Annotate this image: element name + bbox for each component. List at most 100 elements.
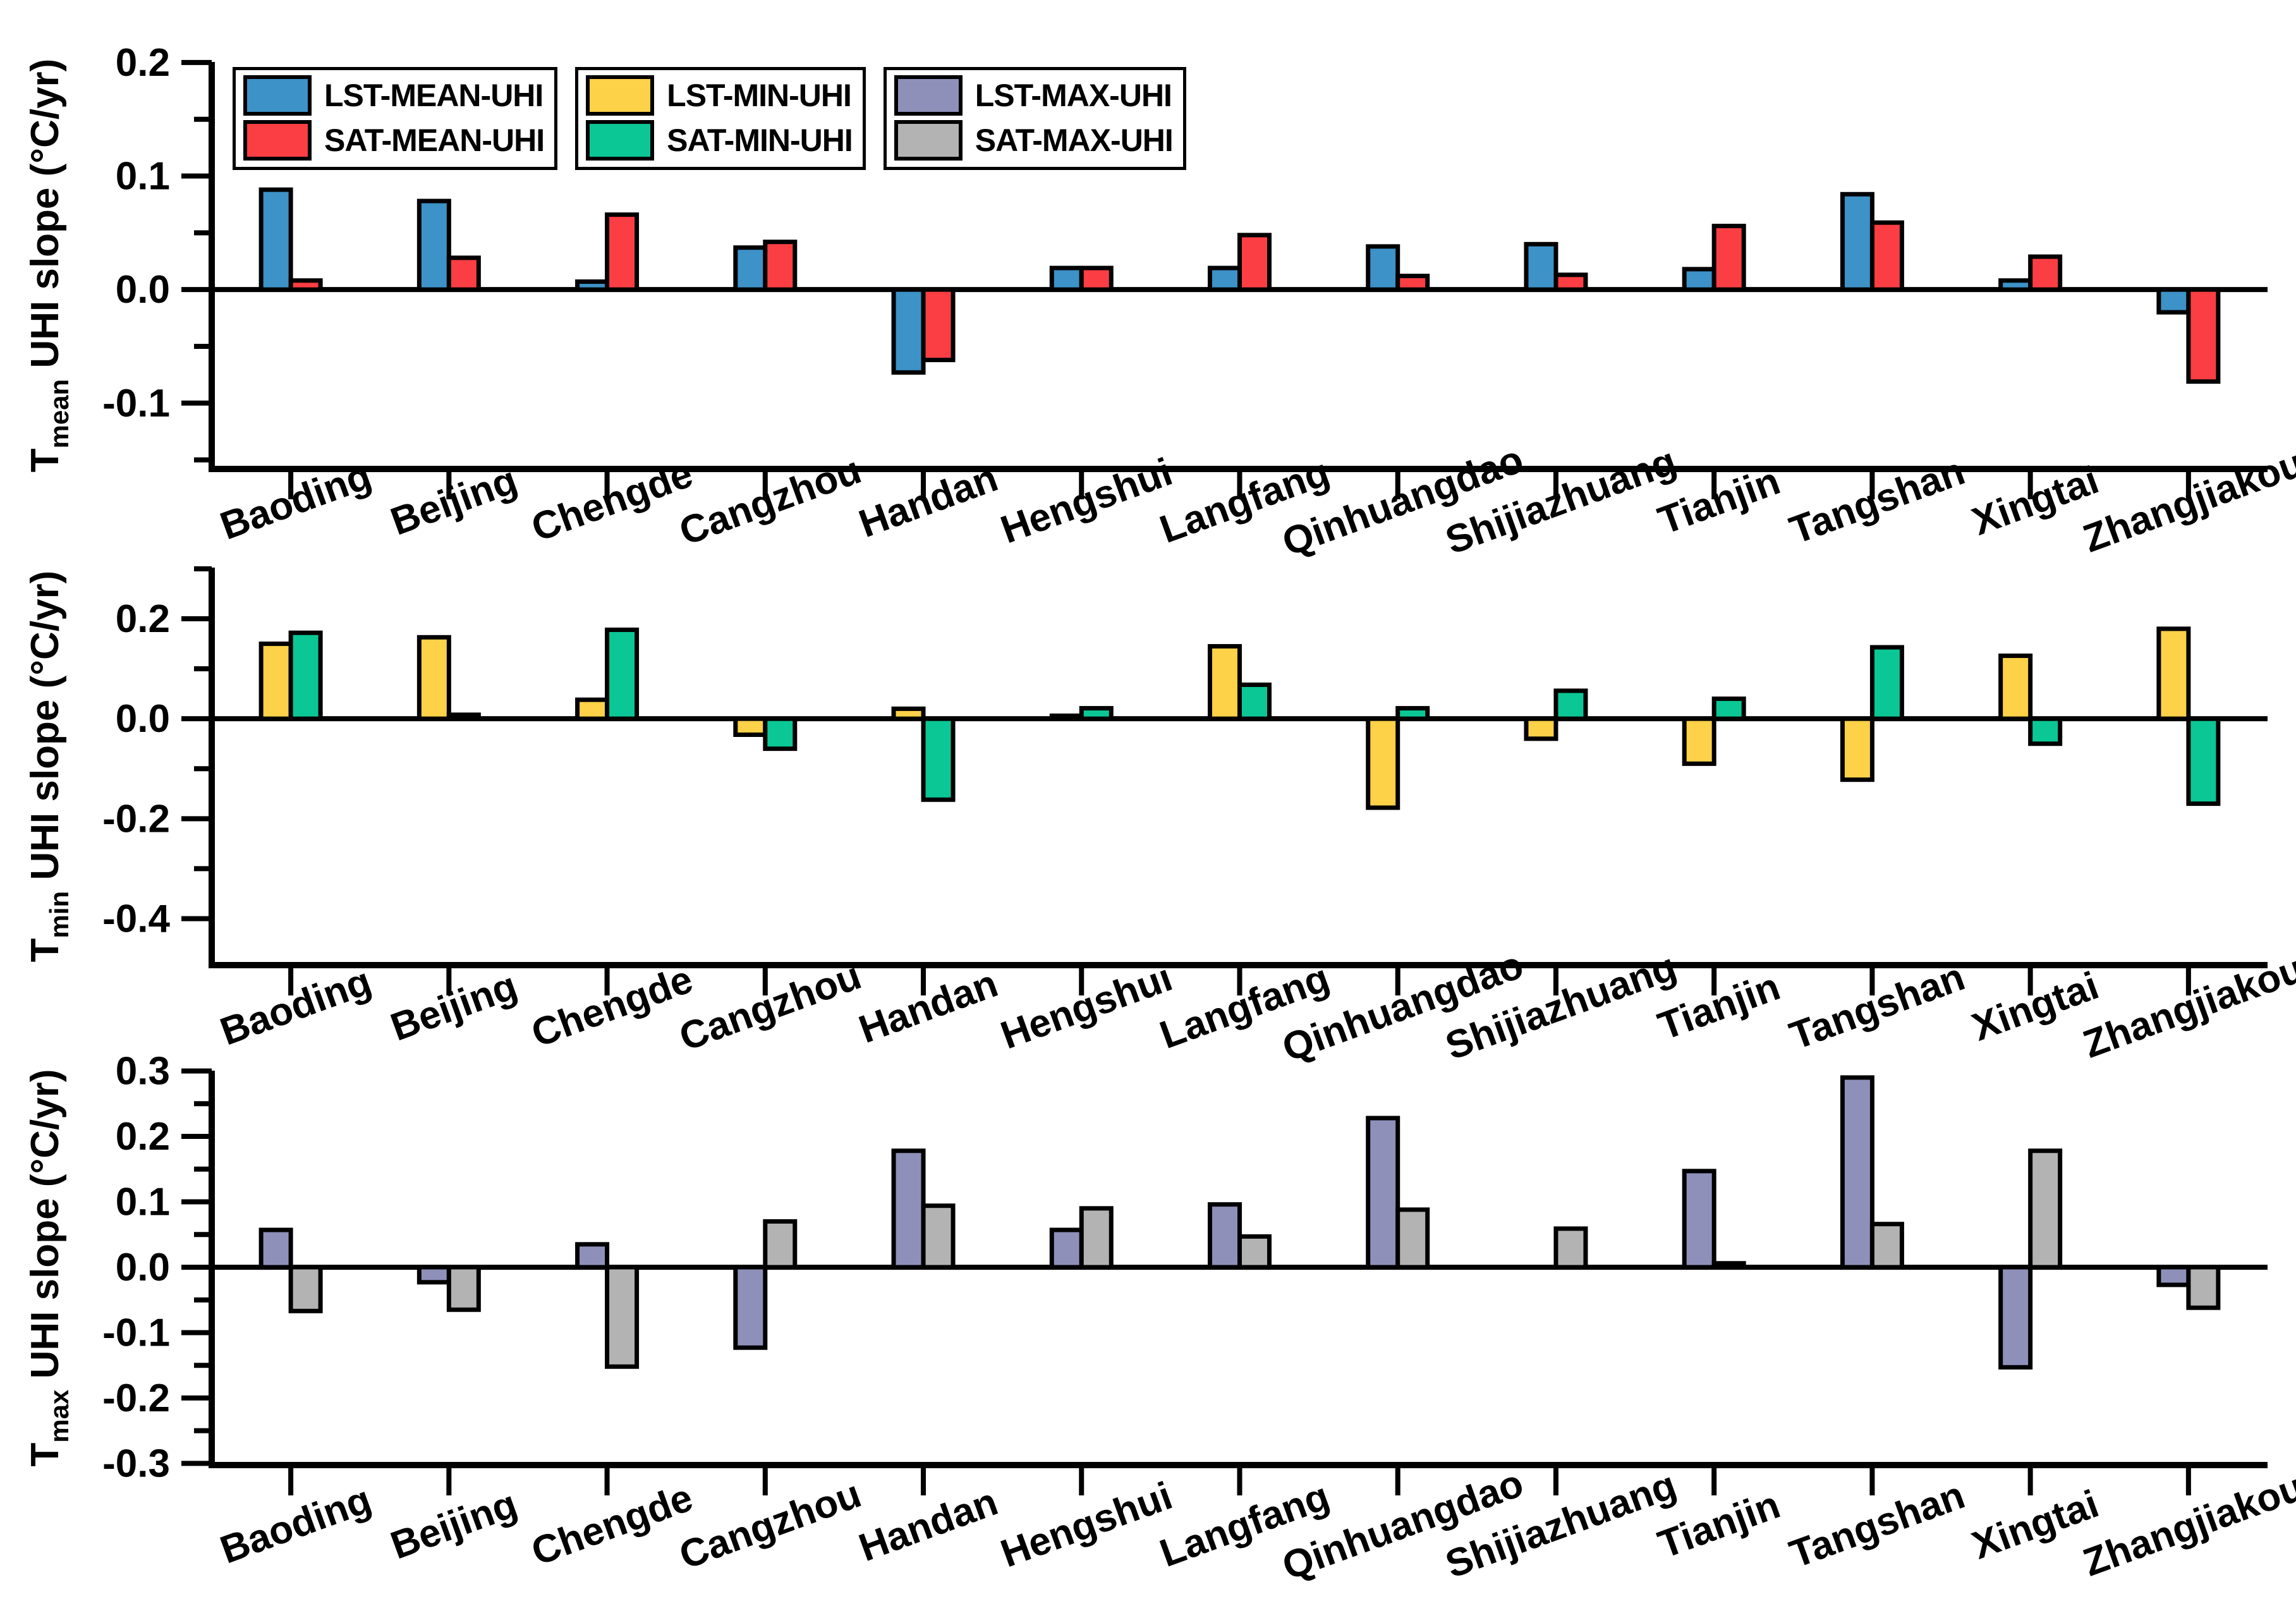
bar-tangshan-lst-max-uhi bbox=[1840, 1075, 1874, 1270]
axis-title-tmean: Tmean UHI slope (°C/yr) bbox=[23, 59, 74, 473]
bar-baoding-sat-min-uhi bbox=[288, 630, 323, 721]
bar-zhangjiakou-lst-max-uhi bbox=[2156, 1265, 2191, 1287]
city-label-cangzhou: Cangzhou bbox=[674, 954, 866, 1059]
bar-zhangjiakou-lst-mean-uhi bbox=[2156, 287, 2191, 315]
city-label-handan: Handan bbox=[853, 1480, 1003, 1570]
y-tick-label: -0.4 bbox=[102, 897, 170, 940]
axis-spine bbox=[209, 62, 2268, 472]
bar-tianjin-lst-mean-uhi bbox=[1682, 267, 1716, 292]
bar-cangzhou-sat-min-uhi bbox=[763, 716, 798, 751]
panel-tmax: 0.3 0.2 0.1 0.0 -0.1 -0.2 -0.3 Baoding Beijing Ch… bbox=[23, 1050, 2296, 1589]
y-tick-label: -0.2 bbox=[102, 797, 170, 841]
bar-tianjin-lst-min-uhi bbox=[1682, 716, 1716, 766]
legend-swatch-icon bbox=[586, 120, 655, 161]
bar-cangzhou-sat-max-uhi bbox=[763, 1219, 798, 1270]
bar-tangshan-sat-mean-uhi bbox=[1869, 220, 1904, 292]
bar-langfang-sat-max-uhi bbox=[1237, 1234, 1272, 1270]
bar-zhangjiakou-sat-mean-uhi bbox=[2186, 287, 2221, 384]
bar-langfang-sat-min-uhi bbox=[1237, 682, 1272, 721]
y-tick-label: 0.2 bbox=[116, 1115, 170, 1159]
bar-cangzhou-lst-max-uhi bbox=[733, 1265, 768, 1350]
legend-label: SAT-MAX-UHI bbox=[975, 123, 1174, 158]
legend-entry-lst-min-uhi: LST-MIN-UHI bbox=[586, 75, 853, 116]
city-label-hengshui: Hengshui bbox=[995, 450, 1178, 552]
bar-tianjin-sat-min-uhi bbox=[1711, 697, 1746, 721]
axis-title-tmax: Tmax UHI slope (°C/yr) bbox=[23, 1069, 74, 1466]
bar-beijing-lst-mean-uhi bbox=[416, 198, 451, 292]
y-tick-label: 0.3 bbox=[116, 1050, 170, 1093]
y-tick-label: -0.1 bbox=[102, 382, 170, 425]
bar-handan-lst-mean-uhi bbox=[891, 287, 926, 375]
city-label-chengde: Chengde bbox=[526, 1476, 698, 1574]
bar-baoding-lst-min-uhi bbox=[258, 642, 293, 721]
city-label-zhangjiakou: Zhangjiakou bbox=[2078, 441, 2296, 561]
bar-shijiazhuang-lst-min-uhi bbox=[1524, 716, 1558, 741]
bar-xingtai-lst-mean-uhi bbox=[1998, 278, 2033, 292]
bar-tianjin-sat-mean-uhi bbox=[1711, 224, 1746, 292]
bar-tianjin-lst-max-uhi bbox=[1682, 1169, 1716, 1270]
bar-hengshui-sat-min-uhi bbox=[1079, 706, 1114, 721]
city-label-tangshan: Tangshan bbox=[1784, 955, 1970, 1058]
axis-spine bbox=[209, 568, 2268, 968]
axis-title-tmin: Tmin UHI slope (°C/yr) bbox=[23, 571, 74, 963]
bar-langfang-lst-max-uhi bbox=[1208, 1202, 1242, 1270]
city-label-baoding: Baoding bbox=[215, 959, 377, 1054]
bar-chengde-sat-mean-uhi bbox=[605, 212, 640, 292]
bar-hengshui-lst-min-uhi bbox=[1049, 713, 1084, 721]
bar-cangzhou-lst-min-uhi bbox=[733, 716, 768, 737]
bar-qinhuangdao-sat-mean-uhi bbox=[1395, 274, 1430, 292]
city-label-handan: Handan bbox=[853, 961, 1003, 1052]
bar-shijiazhuang-lst-mean-uhi bbox=[1524, 241, 1558, 292]
bar-hengshui-lst-max-uhi bbox=[1049, 1227, 1084, 1270]
bar-baoding-lst-max-uhi bbox=[258, 1227, 293, 1270]
bar-qinhuangdao-lst-mean-uhi bbox=[1366, 244, 1400, 292]
bar-handan-lst-min-uhi bbox=[891, 706, 926, 721]
bar-xingtai-sat-mean-uhi bbox=[2028, 254, 2063, 292]
bar-beijing-sat-mean-uhi bbox=[446, 255, 481, 292]
legend-box-tmax: LST-MAX-UHI SAT-MAX-UHI bbox=[883, 67, 1186, 170]
legend-label: SAT-MIN-UHI bbox=[667, 123, 853, 158]
legend-label: LST-MEAN-UHI bbox=[324, 78, 544, 113]
bar-zhangjiakou-lst-min-uhi bbox=[2156, 626, 2191, 721]
y-tick-label: 0.0 bbox=[116, 697, 170, 741]
city-label-baoding: Baoding bbox=[215, 1478, 377, 1573]
legend-label: SAT-MEAN-UHI bbox=[324, 123, 545, 158]
bar-chengde-sat-min-uhi bbox=[605, 627, 640, 721]
city-label-cangzhou: Cangzhou bbox=[674, 1472, 866, 1578]
bar-qinhuangdao-sat-min-uhi bbox=[1395, 706, 1430, 721]
legend-box-tmin: LST-MIN-UHI SAT-MIN-UHI bbox=[575, 67, 866, 170]
y-tick-label: -0.2 bbox=[102, 1377, 170, 1420]
bar-handan-sat-max-uhi bbox=[921, 1203, 956, 1270]
legend-entry-sat-min-uhi: SAT-MIN-UHI bbox=[586, 120, 853, 161]
bar-tangshan-lst-mean-uhi bbox=[1840, 192, 1874, 292]
bar-langfang-sat-mean-uhi bbox=[1237, 233, 1272, 292]
bar-handan-sat-mean-uhi bbox=[921, 287, 956, 363]
bar-handan-lst-max-uhi bbox=[891, 1148, 926, 1270]
bar-chengde-sat-max-uhi bbox=[605, 1265, 640, 1369]
city-label-tangshan: Tangshan bbox=[1784, 1473, 1970, 1576]
legend: LST-MEAN-UHI SAT-MEAN-UHI LST-MIN-UHI SAT-M… bbox=[233, 67, 1186, 170]
bar-handan-sat-min-uhi bbox=[921, 716, 956, 802]
bar-langfang-lst-mean-uhi bbox=[1208, 265, 1242, 292]
bar-qinhuangdao-lst-min-uhi bbox=[1366, 716, 1400, 810]
bar-cangzhou-sat-mean-uhi bbox=[763, 240, 798, 292]
y-tick-label: 0.2 bbox=[116, 41, 170, 85]
bar-qinhuangdao-sat-max-uhi bbox=[1395, 1207, 1430, 1270]
y-tick-label: 0.1 bbox=[116, 155, 170, 198]
city-label-cangzhou: Cangzhou bbox=[674, 448, 866, 554]
legend-entry-sat-max-uhi: SAT-MAX-UHI bbox=[894, 120, 1174, 161]
y-tick-label: -0.1 bbox=[102, 1311, 170, 1354]
legend-swatch-icon bbox=[894, 75, 963, 116]
legend-entry-sat-mean-uhi: SAT-MEAN-UHI bbox=[243, 120, 545, 161]
legend-box-tmean: LST-MEAN-UHI SAT-MEAN-UHI bbox=[233, 67, 558, 170]
city-label-tangshan: Tangshan bbox=[1784, 449, 1970, 552]
bar-chengde-lst-mean-uhi bbox=[575, 279, 610, 292]
y-tick-label: 0.2 bbox=[116, 597, 170, 641]
y-tick-label: 0.0 bbox=[116, 268, 170, 312]
y-tick-label: 0.1 bbox=[116, 1180, 170, 1224]
y-tick-label: -0.3 bbox=[102, 1442, 170, 1485]
city-label-hengshui: Hengshui bbox=[995, 1474, 1178, 1576]
city-label-beijing: Beijing bbox=[385, 964, 523, 1050]
